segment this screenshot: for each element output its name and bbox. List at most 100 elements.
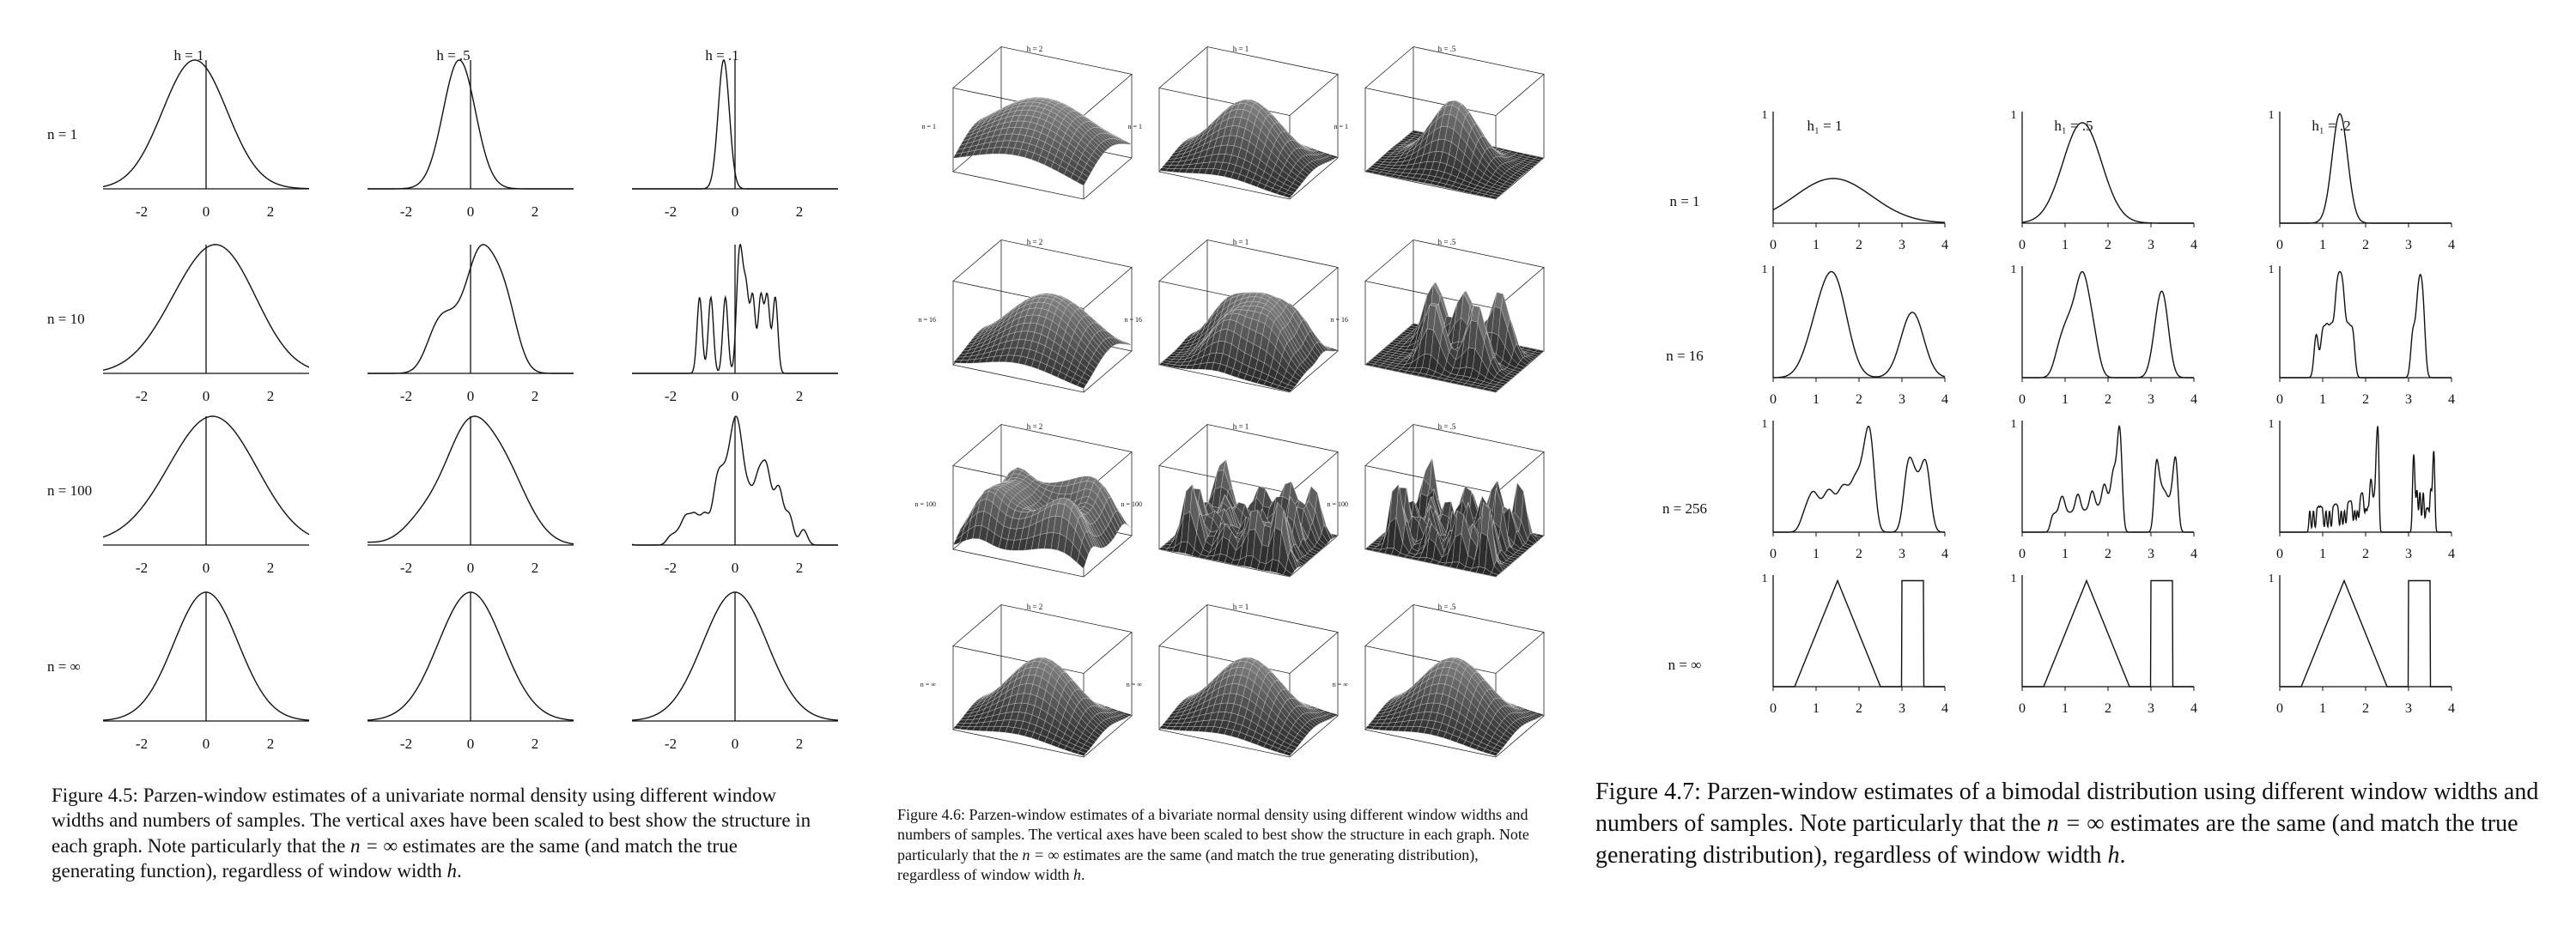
tick-label: 0	[203, 560, 210, 576]
column-title: h = .5	[436, 47, 470, 64]
column-title: h = .5	[1438, 45, 1456, 53]
tick-label: -2	[665, 736, 677, 752]
tick-label: -2	[665, 203, 677, 220]
panel: -2 0 2	[367, 591, 574, 752]
tick-label: 0	[467, 388, 475, 404]
figure-4-5-caption: Figure 4.5: Parzen-window estimates of a…	[52, 783, 824, 884]
row-label: n = 16	[918, 316, 936, 324]
column-title: h = 1	[1233, 238, 1249, 246]
column-title: h = 2	[1027, 603, 1043, 611]
column-title: h = .1	[705, 47, 738, 64]
density-curve	[368, 244, 574, 374]
tick-label: -2	[665, 560, 677, 576]
tick-label: -2	[400, 736, 412, 752]
tick-label: -2	[136, 388, 148, 404]
panel: -2 0 2	[631, 415, 838, 576]
row-label: n = 16	[1330, 316, 1348, 324]
row-label: n = 10	[47, 311, 85, 327]
panel: -2 0 2	[102, 244, 310, 404]
tick-label: 0	[203, 736, 210, 752]
surface-panel	[1158, 424, 1339, 578]
row-label: n = ∞	[920, 681, 937, 688]
surface-panel	[1158, 239, 1339, 393]
row-label: n = 1	[921, 123, 936, 130]
tick-label: 0	[732, 560, 739, 576]
surface-cell	[1077, 177, 1087, 186]
row-label: n = 100	[47, 482, 92, 499]
tick-label: 2	[267, 203, 275, 220]
column-title: h = 2	[1027, 45, 1043, 53]
tick-label: 0	[732, 203, 739, 220]
density-curve	[632, 59, 838, 190]
tick-label: -2	[400, 203, 412, 220]
caption-text: estimates are the same (and match the tr…	[52, 834, 738, 882]
surface-panel	[1364, 239, 1545, 393]
surface-panel	[1364, 46, 1545, 200]
surface-panel	[952, 46, 1133, 200]
surface-cell	[1077, 551, 1086, 569]
density-curve	[632, 243, 838, 374]
density-curve	[102, 591, 310, 721]
panel: -2 0 2	[102, 59, 309, 220]
surface-cell	[1283, 750, 1293, 756]
panel: -2 0 2	[631, 591, 839, 752]
panel: -2 0 2	[368, 59, 574, 220]
tick-label: 2	[532, 736, 539, 752]
density-curve	[631, 415, 838, 546]
tick-label: 0	[467, 560, 475, 576]
surface-panel	[1364, 424, 1545, 578]
tick-label: 0	[467, 736, 475, 752]
caption-text: Figure 4.5: Parzen-window estimates of a…	[52, 785, 811, 857]
density-curve	[368, 59, 574, 190]
tick-label: 0	[732, 388, 739, 404]
tick-label: 0	[467, 203, 475, 220]
surface-panel	[1158, 46, 1339, 200]
tick-label: -2	[136, 736, 148, 752]
column-title: h = 1	[1233, 45, 1249, 53]
tick-label: 2	[796, 388, 804, 404]
caption-text: .	[457, 860, 462, 882]
tick-label: 2	[796, 560, 804, 576]
surface-cell	[1283, 192, 1293, 198]
surface-cell	[1283, 569, 1293, 578]
density-curve	[102, 415, 310, 538]
tick-label: 2	[532, 203, 539, 220]
column-title: h = 2	[1027, 238, 1043, 246]
tick-label: -2	[136, 560, 148, 576]
row-label: n = ∞	[1333, 681, 1349, 688]
tick-label: 0	[732, 736, 739, 752]
column-title: h = 1	[173, 47, 204, 64]
surface-panel	[1364, 604, 1545, 758]
surface-cell	[1489, 388, 1499, 393]
density-curve	[631, 591, 839, 721]
surface-cell	[1077, 381, 1087, 389]
tick-label: 0	[203, 388, 210, 404]
row-label: n = 1	[47, 126, 77, 142]
tick-label: 0	[203, 203, 210, 220]
density-curve	[368, 415, 574, 545]
caption-var: h	[447, 860, 458, 882]
surface-panel	[952, 604, 1133, 758]
surface-panel	[952, 239, 1133, 393]
column-title: h = 1	[1233, 603, 1249, 611]
surface-cell	[1489, 195, 1499, 200]
box-top	[1364, 239, 1545, 309]
panel: -2 0 2	[102, 415, 310, 576]
tick-label: -2	[665, 388, 677, 404]
panel: -2 0 2	[102, 591, 310, 752]
tick-label: 2	[532, 388, 539, 404]
row-label: n = 1	[1334, 123, 1348, 130]
surface-cell	[1489, 573, 1499, 578]
column-title: h = .5	[1438, 603, 1456, 611]
surface-panel	[1158, 604, 1339, 758]
row-label: n = 16	[1124, 316, 1142, 324]
tick-label: -2	[400, 388, 412, 404]
row-label: n = ∞	[1127, 681, 1143, 688]
row-label: n = 1	[1127, 123, 1142, 130]
tick-label: 2	[532, 560, 539, 576]
column-title: h = 1	[1233, 422, 1249, 431]
caption-math: n = ∞	[350, 834, 398, 857]
